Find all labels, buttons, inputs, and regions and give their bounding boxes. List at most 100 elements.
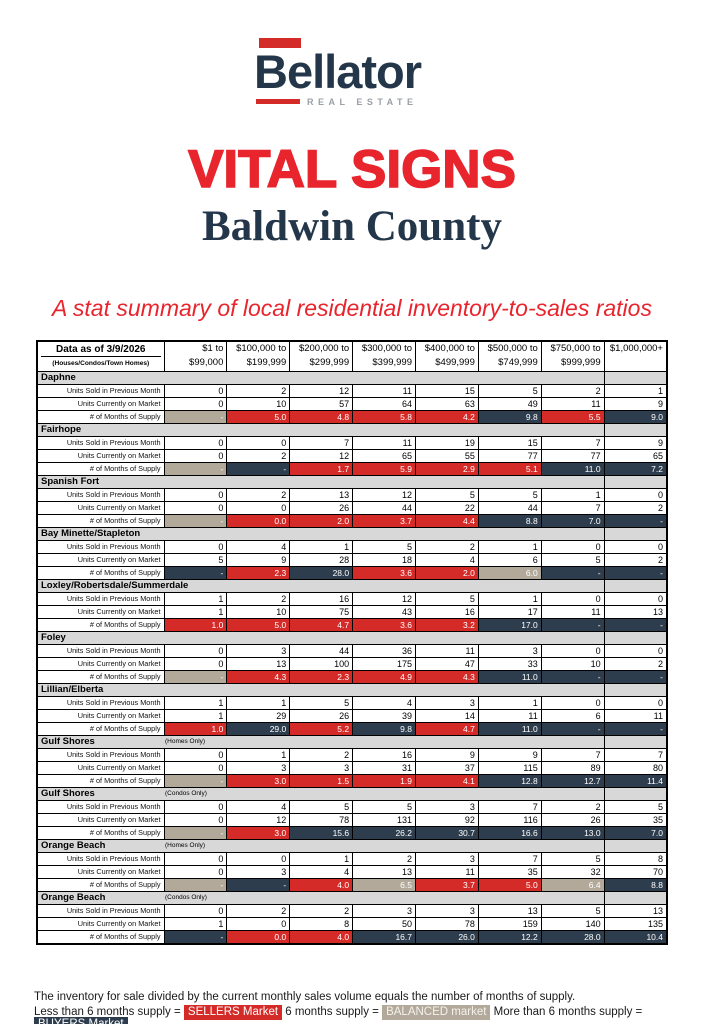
value-cell: 2 xyxy=(603,552,668,567)
supply-cell: 1.9 xyxy=(352,773,416,788)
data-row: Units Currently on Market 1 0 8 50 78 159 140 13… xyxy=(36,916,668,931)
area-row: Gulf Shores (Condos Only) xyxy=(36,786,668,801)
value-cell: 44 xyxy=(289,643,354,658)
data-row: Units Sold in Previous Month 0 2 12 11 15 5 2 1 xyxy=(36,383,668,398)
legend-text: Less than 6 months supply = xyxy=(34,1005,184,1018)
value-cell: 0 xyxy=(540,695,605,710)
supply-cell: - xyxy=(603,617,668,632)
value-cell: 1 xyxy=(163,916,228,931)
value-cell: 10 xyxy=(226,396,291,411)
supply-cell: 12.2 xyxy=(477,929,542,945)
value-cell: 10 xyxy=(226,604,291,619)
supply-cell: - xyxy=(226,877,291,892)
row-label: Units Currently on Market xyxy=(36,708,165,723)
value-cell: 0 xyxy=(603,695,668,710)
area-name-cell: Daphne xyxy=(36,370,605,385)
row-label: Units Sold in Previous Month xyxy=(36,383,165,398)
supply-cell: 3.6 xyxy=(352,565,416,580)
value-cell: 0 xyxy=(540,643,605,658)
area-name-cell: Foley xyxy=(36,630,605,645)
supply-row: # of Months of Supply -0.0 2.0 3.7 4.4 8.8 7.0… xyxy=(36,513,668,528)
supply-cell: 1.0 xyxy=(163,721,228,736)
price-column-header: $500,000 to $749,999 xyxy=(477,340,542,372)
row-label: Units Currently on Market xyxy=(36,760,165,775)
value-cell: 0 xyxy=(163,747,228,762)
value-cell: 2 xyxy=(603,500,668,515)
value-cell: 2 xyxy=(226,591,291,606)
value-cell: 43 xyxy=(352,604,416,619)
value-cell: 15 xyxy=(415,383,479,398)
supply-cell: 6.4 xyxy=(540,877,605,892)
value-cell: 5 xyxy=(540,851,605,866)
value-cell: 8 xyxy=(289,916,354,931)
value-cell: 0 xyxy=(163,643,228,658)
value-cell: 1 xyxy=(477,591,542,606)
supply-cell: - xyxy=(163,825,228,840)
area-row: Gulf Shores (Homes Only) xyxy=(36,734,668,749)
value-cell: 1 xyxy=(477,539,542,554)
value-cell: 5 xyxy=(415,591,479,606)
value-cell: 26 xyxy=(540,812,605,827)
value-cell: 5 xyxy=(163,552,228,567)
supply-cell: 11.4 xyxy=(603,773,668,788)
value-cell: 50 xyxy=(352,916,416,931)
value-cell: 0 xyxy=(163,903,228,918)
area-row-end-cell xyxy=(603,474,668,489)
supply-cell: 10.4 xyxy=(603,929,668,945)
area-row: Daphne xyxy=(36,370,668,385)
supply-cell: 3.0 xyxy=(226,773,291,788)
area-name-cell: Gulf Shores (Condos Only) xyxy=(36,786,605,801)
area-row: Lillian/Elberta xyxy=(36,682,668,697)
supply-cell: 5.0 xyxy=(226,409,291,424)
value-cell: 0 xyxy=(163,799,228,814)
value-cell: 159 xyxy=(477,916,542,931)
supply-cell: 5.0 xyxy=(477,877,542,892)
area-row: Orange Beach (Homes Only) xyxy=(36,838,668,853)
supply-row: # of Months of Supply -3.0 1.5 1.9 4.1 12.8 12… xyxy=(36,773,668,788)
area-name-cell: Lillian/Elberta xyxy=(36,682,605,697)
supply-cell: 0.0 xyxy=(226,513,291,528)
price-column-header: $200,000 to $299,999 xyxy=(289,340,354,372)
data-row: Units Sold in Previous Month 0 4 1 5 2 1 0 0 xyxy=(36,539,668,554)
value-cell: 11 xyxy=(415,864,479,879)
value-cell: 7 xyxy=(540,747,605,762)
value-cell: 1 xyxy=(226,695,291,710)
area-row: Fairhope xyxy=(36,422,668,437)
area-name: Gulf Shores xyxy=(41,787,95,799)
supply-cell: - xyxy=(540,617,605,632)
supply-cell: 7.2 xyxy=(603,461,668,476)
area-row-end-cell xyxy=(603,630,668,645)
value-cell: 49 xyxy=(477,396,542,411)
value-cell: 116 xyxy=(477,812,542,827)
supply-cell: 1.5 xyxy=(289,773,354,788)
supply-cell: 16.6 xyxy=(477,825,542,840)
value-cell: 5 xyxy=(289,799,354,814)
value-cell: 39 xyxy=(352,708,416,723)
supply-cell: 11.0 xyxy=(540,461,605,476)
supply-cell: - xyxy=(540,721,605,736)
supply-cell: 12.8 xyxy=(477,773,542,788)
value-cell: 11 xyxy=(352,435,416,450)
row-label: Units Sold in Previous Month xyxy=(36,539,165,554)
report-tagline: A stat summary of local residential inve… xyxy=(52,294,652,321)
value-cell: 4 xyxy=(226,539,291,554)
value-cell: 5 xyxy=(352,799,416,814)
value-cell: 115 xyxy=(477,760,542,775)
area-name-cell: Gulf Shores (Homes Only) xyxy=(36,734,605,749)
row-label: Units Currently on Market xyxy=(36,604,165,619)
value-cell: 9 xyxy=(477,747,542,762)
supply-cell: 3.0 xyxy=(226,825,291,840)
supply-cell: 13.0 xyxy=(540,825,605,840)
value-cell: 1 xyxy=(163,708,228,723)
row-label: # of Months of Supply xyxy=(36,565,165,580)
area-row: Loxley/Robertsdale/Summerdale xyxy=(36,578,668,593)
supply-cell: 4.3 xyxy=(226,669,291,684)
value-cell: 2 xyxy=(226,448,291,463)
value-cell: 5 xyxy=(352,539,416,554)
stats-table: Data as of 3/9/2026 (Houses/Condos/Town H… xyxy=(36,339,668,945)
value-cell: 2 xyxy=(415,539,479,554)
supply-cell: - xyxy=(603,513,668,528)
supply-cell: 6.5 xyxy=(352,877,416,892)
value-cell: 1 xyxy=(163,604,228,619)
